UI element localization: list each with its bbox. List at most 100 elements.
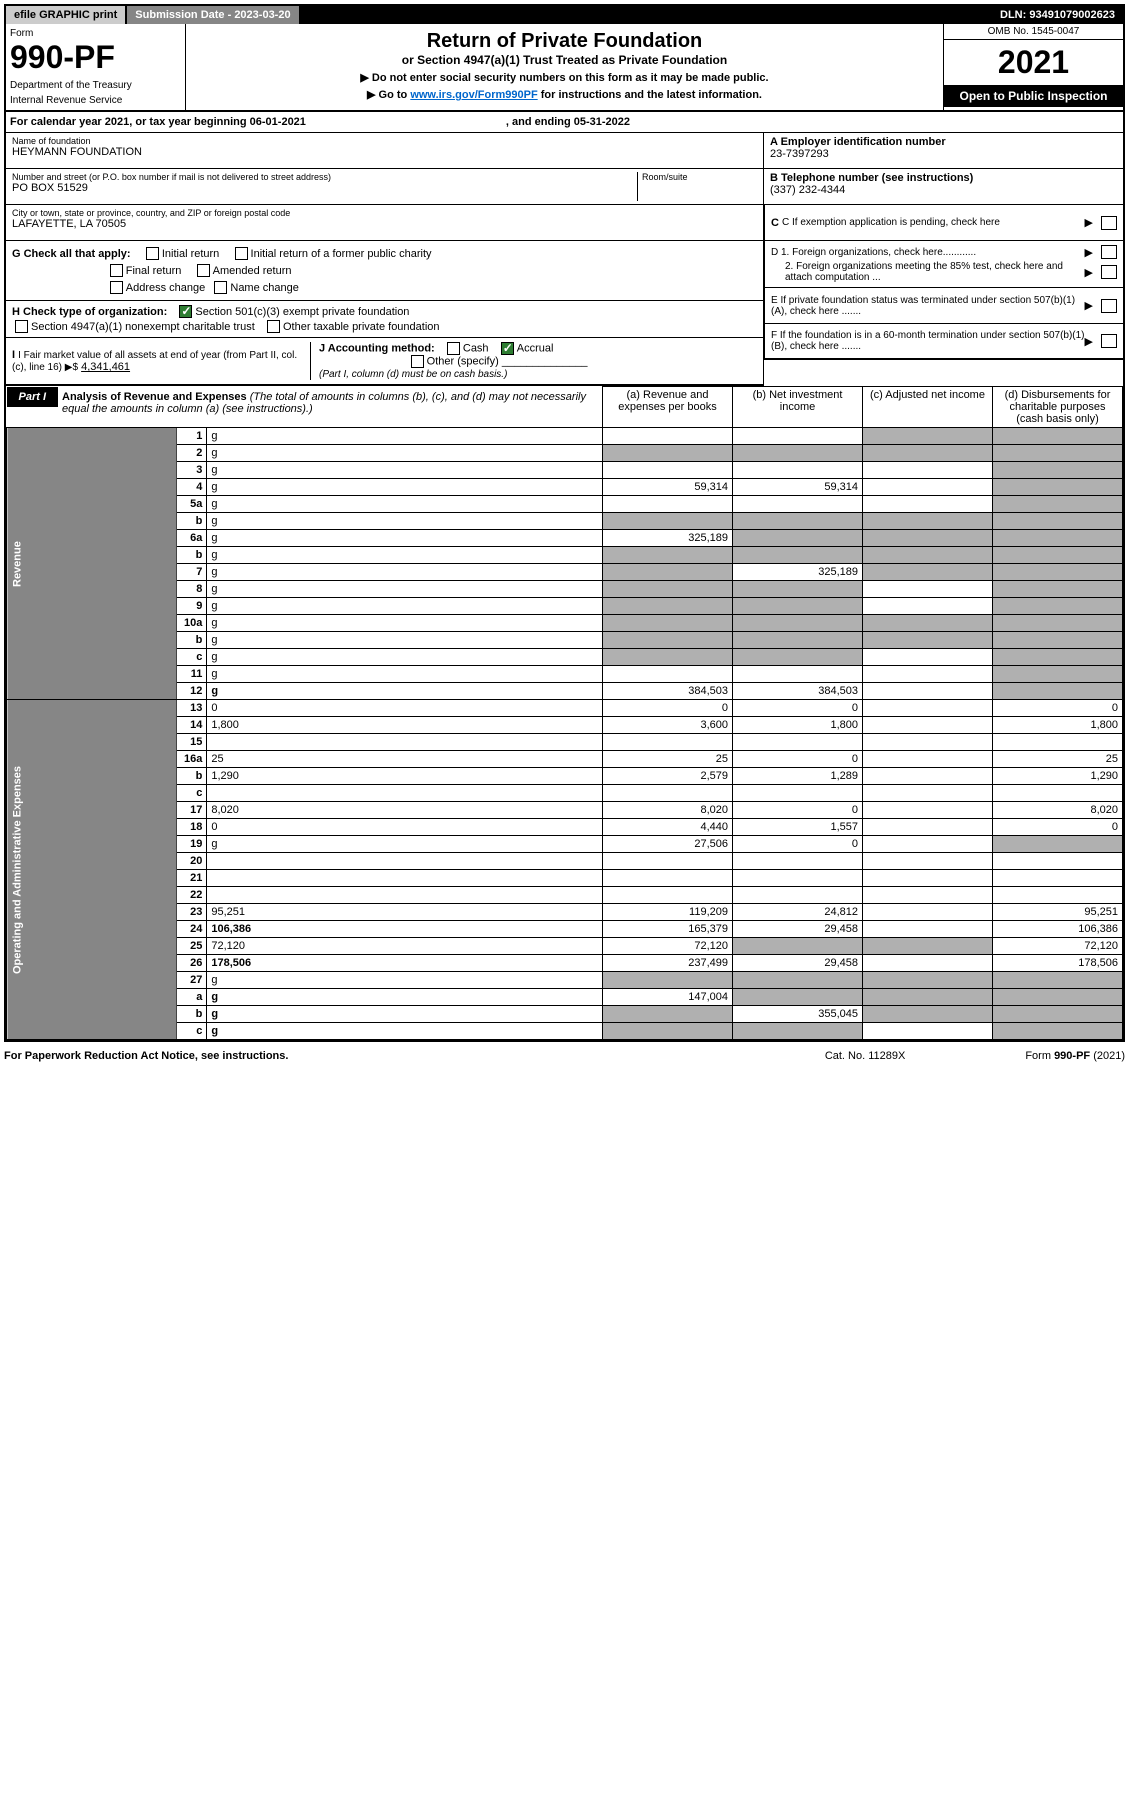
cell-a: 72,120 [603, 938, 733, 955]
amended-return-checkbox[interactable] [197, 264, 210, 277]
cell-c [863, 496, 993, 513]
e-label: E If private foundation status was termi… [771, 295, 1085, 317]
cell-d: 106,386 [993, 921, 1123, 938]
4947-checkbox[interactable] [15, 320, 28, 333]
j-cash: Cash [463, 342, 489, 354]
city: LAFAYETTE, LA 70505 [12, 218, 757, 230]
cell-a: 119,209 [603, 904, 733, 921]
501c3-checkbox[interactable] [179, 305, 192, 318]
instruction-1: ▶ Do not enter social security numbers o… [192, 71, 937, 84]
line-description: g [207, 530, 603, 547]
cell-a [603, 428, 733, 445]
line-number: b [177, 513, 207, 530]
other-method-checkbox[interactable] [411, 355, 424, 368]
cell-b: 384,503 [733, 683, 863, 700]
line-number: a [177, 989, 207, 1006]
line-description: g [207, 479, 603, 496]
phone-label: B Telephone number (see instructions) [770, 172, 1117, 184]
cell-d [993, 479, 1123, 496]
line-description: g [207, 1023, 603, 1040]
other-taxable-checkbox[interactable] [267, 320, 280, 333]
room-label: Room/suite [642, 172, 757, 182]
line-number: 8 [177, 581, 207, 598]
line-number: 18 [177, 819, 207, 836]
part1-title: Analysis of Revenue and Expenses [62, 391, 247, 403]
ein-label: A Employer identification number [770, 136, 1117, 148]
cell-d: 95,251 [993, 904, 1123, 921]
cell-a [603, 649, 733, 666]
line-number: 10a [177, 615, 207, 632]
submission-date: Submission Date - 2023-03-20 [127, 6, 300, 24]
cell-c [863, 513, 993, 530]
cell-b: 355,045 [733, 1006, 863, 1023]
line-description: g [207, 547, 603, 564]
j-label: J Accounting method: [319, 342, 435, 354]
address-change-checkbox[interactable] [110, 281, 123, 294]
line-description: 25 [207, 751, 603, 768]
cell-a [603, 581, 733, 598]
cell-c [863, 700, 993, 717]
footer-left: For Paperwork Reduction Act Notice, see … [4, 1050, 288, 1062]
cell-a: 4,440 [603, 819, 733, 836]
form-number-block: Form 990-PF Department of the Treasury I… [6, 24, 186, 110]
topbar: efile GRAPHIC print Submission Date - 20… [6, 6, 1123, 24]
line-number: 13 [177, 700, 207, 717]
h-opt-1: Section 501(c)(3) exempt private foundat… [195, 306, 409, 318]
cell-d [993, 462, 1123, 479]
cell-b [733, 496, 863, 513]
line-number: 2 [177, 445, 207, 462]
cell-b: 29,458 [733, 921, 863, 938]
accrual-checkbox[interactable] [501, 342, 514, 355]
cell-a [603, 564, 733, 581]
line-description: g [207, 1006, 603, 1023]
year-block: OMB No. 1545-0047 2021 Open to Public In… [943, 24, 1123, 110]
cell-a [603, 1006, 733, 1023]
cell-a [603, 887, 733, 904]
cell-c [863, 904, 993, 921]
cell-d [993, 513, 1123, 530]
cell-a: 147,004 [603, 989, 733, 1006]
f-checkbox[interactable] [1101, 334, 1117, 348]
title-block: Return of Private Foundation or Section … [186, 24, 943, 110]
cell-b [733, 1023, 863, 1040]
c-checkbox[interactable] [1101, 216, 1117, 230]
line-number: 21 [177, 870, 207, 887]
initial-former-checkbox[interactable] [235, 247, 248, 260]
cell-d [993, 734, 1123, 751]
cell-d: 0 [993, 700, 1123, 717]
line-number: 20 [177, 853, 207, 870]
cell-d [993, 530, 1123, 547]
e-checkbox[interactable] [1101, 299, 1117, 313]
final-return-checkbox[interactable] [110, 264, 123, 277]
d2-label: 2. Foreign organizations meeting the 85%… [771, 261, 1085, 283]
initial-return-checkbox[interactable] [146, 247, 159, 260]
line-number: 5a [177, 496, 207, 513]
cell-a [603, 547, 733, 564]
cell-a: 3,600 [603, 717, 733, 734]
cell-c [863, 649, 993, 666]
efile-print-button[interactable]: efile GRAPHIC print [6, 6, 127, 24]
cell-c [863, 853, 993, 870]
cell-c [863, 734, 993, 751]
cell-a [603, 615, 733, 632]
cell-d [993, 581, 1123, 598]
line-description: 95,251 [207, 904, 603, 921]
cell-d: 25 [993, 751, 1123, 768]
cell-c [863, 547, 993, 564]
line-description: g [207, 632, 603, 649]
name-change-checkbox[interactable] [214, 281, 227, 294]
instruction-2: ▶ Go to www.irs.gov/Form990PF for instru… [192, 88, 937, 101]
form-link[interactable]: www.irs.gov/Form990PF [410, 89, 537, 101]
d1-checkbox[interactable] [1101, 245, 1117, 259]
cell-d [993, 598, 1123, 615]
cell-c [863, 530, 993, 547]
cell-d [993, 853, 1123, 870]
tax-year: 2021 [944, 40, 1123, 85]
cell-b [733, 870, 863, 887]
d2-checkbox[interactable] [1101, 265, 1117, 279]
cell-c [863, 819, 993, 836]
cash-checkbox[interactable] [447, 342, 460, 355]
cell-b [733, 887, 863, 904]
cell-d: 1,290 [993, 768, 1123, 785]
open-inspection: Open to Public Inspection [944, 85, 1123, 107]
